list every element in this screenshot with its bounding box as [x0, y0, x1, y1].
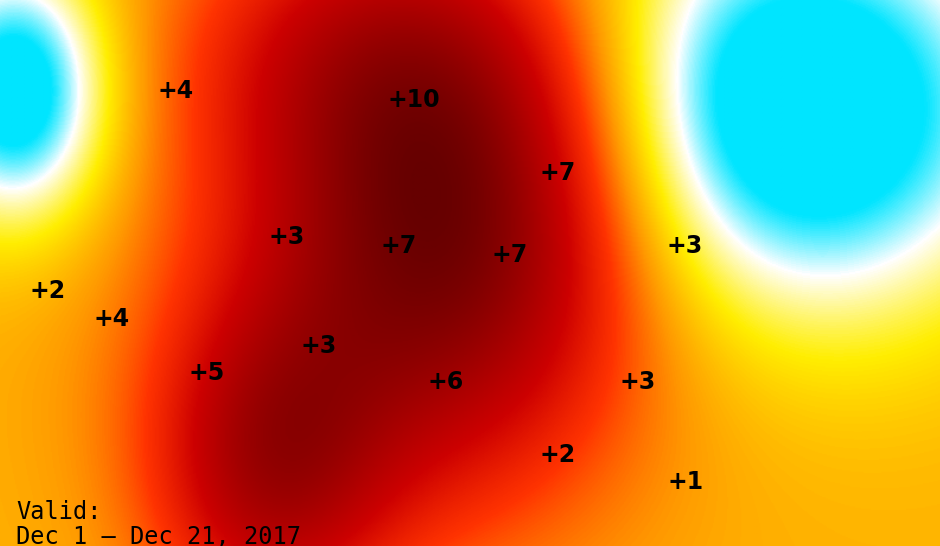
Text: +7: +7 [380, 234, 416, 258]
Text: +3: +3 [619, 370, 655, 394]
Text: +3: +3 [269, 224, 305, 248]
Text: Dec 1 – Dec 21, 2017: Dec 1 – Dec 21, 2017 [16, 525, 301, 546]
Text: +3: +3 [301, 334, 337, 358]
Text: +3: +3 [667, 234, 703, 258]
Text: +10: +10 [388, 88, 441, 112]
Text: +6: +6 [428, 370, 464, 394]
Text: +1: +1 [667, 470, 703, 494]
Text: +4: +4 [93, 306, 130, 330]
Text: +4: +4 [157, 79, 194, 103]
Text: +7: +7 [540, 161, 576, 185]
Text: +5: +5 [189, 361, 226, 385]
Text: Valid:: Valid: [16, 500, 102, 524]
Text: +2: +2 [540, 443, 575, 467]
Text: +7: +7 [492, 243, 528, 267]
Text: +2: +2 [30, 279, 66, 303]
